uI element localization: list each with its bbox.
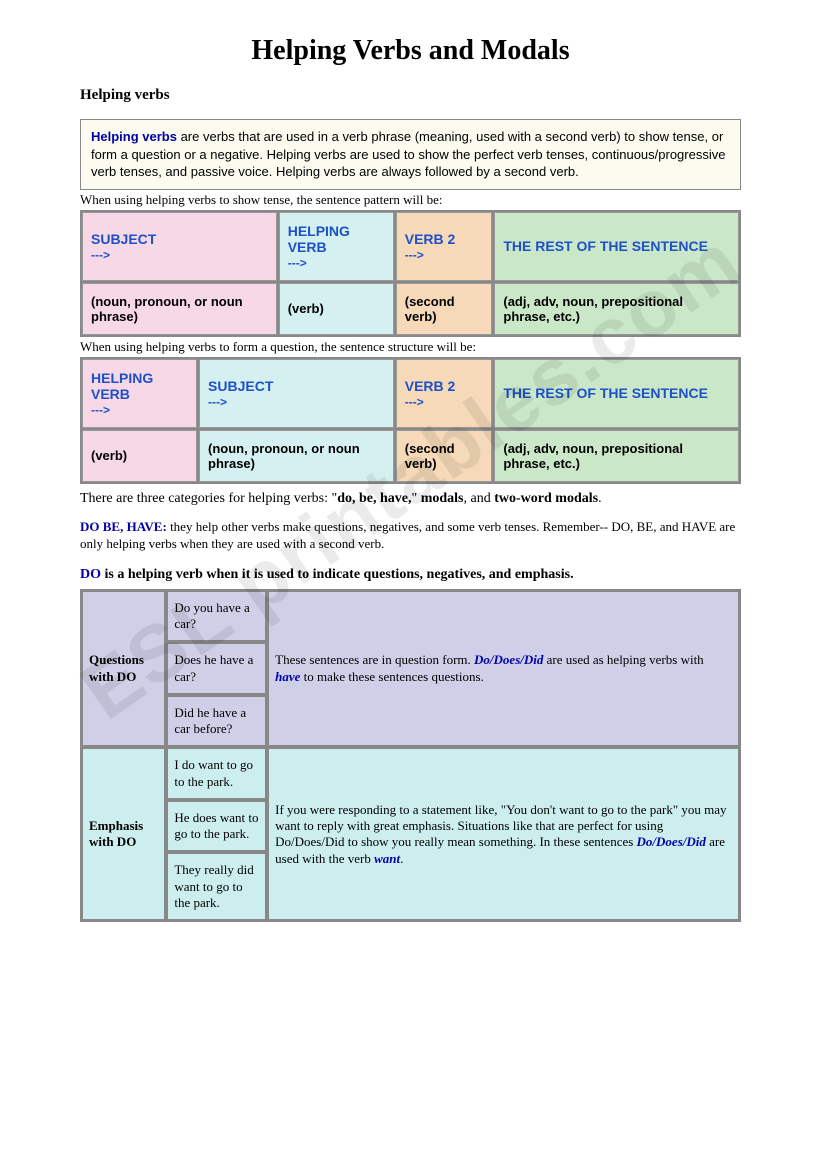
dobe-label: DO BE, HAVE:	[80, 519, 167, 534]
arrow-icon: --->	[208, 395, 227, 409]
pattern-table-tense: SUBJECT---> HELPING VERB---> VERB 2---> …	[80, 210, 741, 337]
example-cell: Do you have a car?	[167, 591, 266, 642]
intro-box: Helping verbs are verbs that are used in…	[80, 119, 741, 190]
pattern-table-question: HELPING VERB---> SUBJECT---> VERB 2---> …	[80, 357, 741, 484]
table-row: SUBJECT---> HELPING VERB---> VERB 2---> …	[82, 212, 739, 281]
cell-subject-sub: (noun, pronoun, or noun phrase)	[82, 283, 277, 335]
arrow-icon: --->	[91, 248, 110, 262]
cell-verb2-header: VERB 2--->	[396, 212, 493, 281]
cell-verb2-sub: (second verb)	[396, 283, 493, 335]
do-word: DO	[80, 567, 101, 582]
term-have: have	[275, 669, 300, 684]
terms: Do/Does/Did	[474, 652, 543, 667]
header-text: SUBJECT	[208, 378, 273, 394]
cell-helping-sub: (verb)	[82, 430, 197, 482]
text: These sentences are in question form.	[275, 652, 474, 667]
page-title: Helping Verbs and Modals	[80, 35, 741, 67]
cell-rest-sub: (adj, adv, noun, prepositional phrase, e…	[494, 283, 739, 335]
cell-helping-header: HELPING VERB--->	[279, 212, 394, 281]
cell-rest-sub: (adj, adv, noun, prepositional phrase, e…	[494, 430, 739, 482]
row-label-emphasis: Emphasis with DO	[82, 748, 165, 920]
examples-table: Questions with DO Do you have a car? The…	[80, 589, 741, 922]
bold-text: modals	[421, 491, 464, 506]
table-row: (verb) (noun, pronoun, or noun phrase) (…	[82, 430, 739, 482]
arrow-icon: --->	[405, 395, 424, 409]
bold-text: do, be, have,	[337, 491, 411, 506]
header-text: VERB 2	[405, 378, 456, 394]
example-cell: They really did want to go to the park.	[167, 853, 266, 920]
row-label-questions: Questions with DO	[82, 591, 165, 747]
text: .	[400, 851, 403, 866]
dobe-text: they help other verbs make questions, ne…	[80, 519, 735, 552]
cell-subject-sub: (noun, pronoun, or noun phrase)	[199, 430, 394, 482]
caption-tense: When using helping verbs to show tense, …	[80, 192, 741, 208]
explanation-cell: These sentences are in question form. Do…	[268, 591, 739, 747]
text: .	[598, 491, 602, 506]
cell-subject-header: SUBJECT--->	[82, 212, 277, 281]
cell-verb2-sub: (second verb)	[396, 430, 493, 482]
text: "	[412, 491, 421, 506]
dobe-para: DO BE, HAVE: they help other verbs make …	[80, 518, 741, 553]
cell-helping-sub: (verb)	[279, 283, 394, 335]
text: to make these sentences questions.	[300, 669, 483, 684]
arrow-icon: --->	[405, 248, 424, 262]
terms: Do/Does/Did	[637, 834, 706, 849]
example-cell: He does want to go to the park.	[167, 801, 266, 852]
header-text: SUBJECT	[91, 231, 156, 247]
table-row: HELPING VERB---> SUBJECT---> VERB 2---> …	[82, 359, 739, 428]
cell-verb2-header: VERB 2--->	[396, 359, 493, 428]
header-text: THE REST OF THE SENTENCE	[503, 238, 708, 254]
term-want: want	[374, 851, 400, 866]
arrow-icon: --->	[91, 403, 110, 417]
do-heading: DO is a helping verb when it is used to …	[80, 567, 741, 583]
arrow-icon: --->	[288, 256, 307, 270]
do-rest: is a helping verb when it is used to ind…	[101, 567, 574, 582]
cell-rest-header: THE REST OF THE SENTENCE	[494, 212, 739, 281]
intro-text: are verbs that are used in a verb phrase…	[91, 129, 725, 179]
text: There are three categories for helping v…	[80, 491, 337, 506]
section-heading: Helping verbs	[80, 87, 741, 104]
example-cell: Did he have a car before?	[167, 696, 266, 747]
intro-term: Helping verbs	[91, 129, 177, 144]
header-text: HELPING VERB	[288, 223, 350, 255]
header-text: THE REST OF THE SENTENCE	[503, 385, 708, 401]
text: , and	[464, 491, 495, 506]
categories-para: There are three categories for helping v…	[80, 490, 741, 508]
header-text: HELPING VERB	[91, 370, 153, 402]
header-text: VERB 2	[405, 231, 456, 247]
cell-subject-header: SUBJECT--->	[199, 359, 394, 428]
bold-text: two-word modals	[494, 491, 598, 506]
table-row: Questions with DO Do you have a car? The…	[82, 591, 739, 642]
cell-helping-header: HELPING VERB--->	[82, 359, 197, 428]
explanation-cell: If you were responding to a statement li…	[268, 748, 739, 920]
caption-question: When using helping verbs to form a quest…	[80, 339, 741, 355]
example-cell: I do want to go to the park.	[167, 748, 266, 799]
table-row: (noun, pronoun, or noun phrase) (verb) (…	[82, 283, 739, 335]
table-row: Emphasis with DO I do want to go to the …	[82, 748, 739, 799]
cell-rest-header: THE REST OF THE SENTENCE	[494, 359, 739, 428]
text: are used as helping verbs with	[543, 652, 703, 667]
example-cell: Does he have a car?	[167, 643, 266, 694]
